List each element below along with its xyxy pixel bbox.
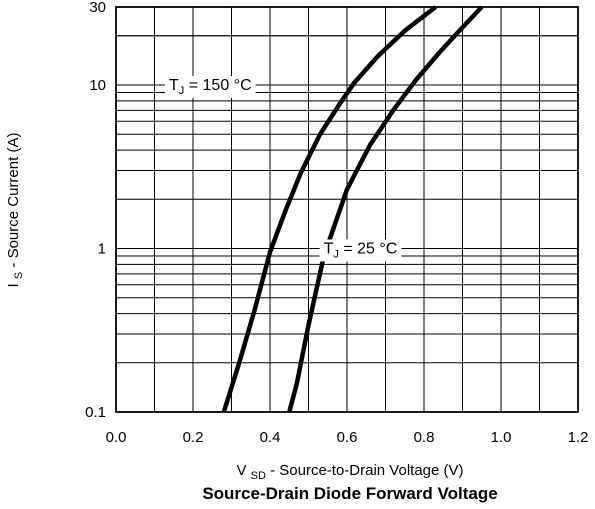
- x-axis-label-symbol: V: [236, 462, 246, 479]
- y-tick-label: 30: [89, 0, 106, 16]
- chart-title: Source-Drain Diode Forward Voltage: [202, 484, 497, 503]
- y-tick-label: 10: [89, 77, 106, 94]
- series-label-subscript: J: [179, 85, 185, 97]
- series-label-text: = 150 °C: [184, 77, 251, 94]
- y-tick-label: 0.1: [85, 404, 106, 421]
- y-axis-label-text: - Source Current (A): [5, 133, 22, 268]
- x-axis-label-text: - Source-to-Drain Voltage (V): [270, 462, 463, 479]
- x-tick-label: 1.0: [491, 429, 512, 446]
- x-tick-label: 0.0: [106, 429, 127, 446]
- x-tick-label: 1.2: [568, 429, 589, 446]
- series-label-2: TJ = 25 °C: [324, 241, 398, 261]
- y-tick-label: 1: [98, 241, 106, 258]
- plot-frame: [115, 6, 579, 413]
- series-annotation-2: TJ = 25 °C: [319, 239, 402, 262]
- series-label-text: = 25 °C: [339, 241, 397, 258]
- series-label-subscript: J: [333, 249, 339, 261]
- x-tick-label: 0.6: [337, 429, 358, 446]
- x-tick-label: 0.8: [414, 429, 435, 446]
- y-tick-labels: 0.1 1 10 30: [85, 0, 106, 421]
- annotations: TJ = 150 °CTJ = 25 °C: [165, 76, 402, 262]
- annotation-background: [319, 239, 402, 262]
- grid: [116, 7, 578, 412]
- y-axis-label: I S - Source Current (A): [5, 133, 26, 288]
- x-axis-label-subscript: SD: [251, 470, 266, 482]
- y-axis-label-subscript: S: [13, 272, 25, 279]
- series-label-symbol: T: [324, 241, 334, 258]
- curves: [221, 5, 484, 413]
- x-tick-label: 0.4: [260, 429, 281, 446]
- series-line-1: [221, 5, 437, 413]
- series-line-2: [287, 5, 484, 413]
- series-label-symbol: T: [169, 77, 179, 94]
- series-label-1: TJ = 150 °C: [169, 77, 252, 97]
- x-axis-label: V SD - Source-to-Drain Voltage (V): [236, 462, 463, 483]
- x-tick-label: 0.2: [183, 429, 204, 446]
- y-axis-label-symbol: I: [5, 283, 22, 287]
- annotation-background: [165, 76, 256, 99]
- series-annotation-1: TJ = 150 °C: [165, 76, 256, 99]
- x-tick-labels: 0.0 0.2 0.4 0.6 0.8 1.0 1.2: [106, 429, 589, 446]
